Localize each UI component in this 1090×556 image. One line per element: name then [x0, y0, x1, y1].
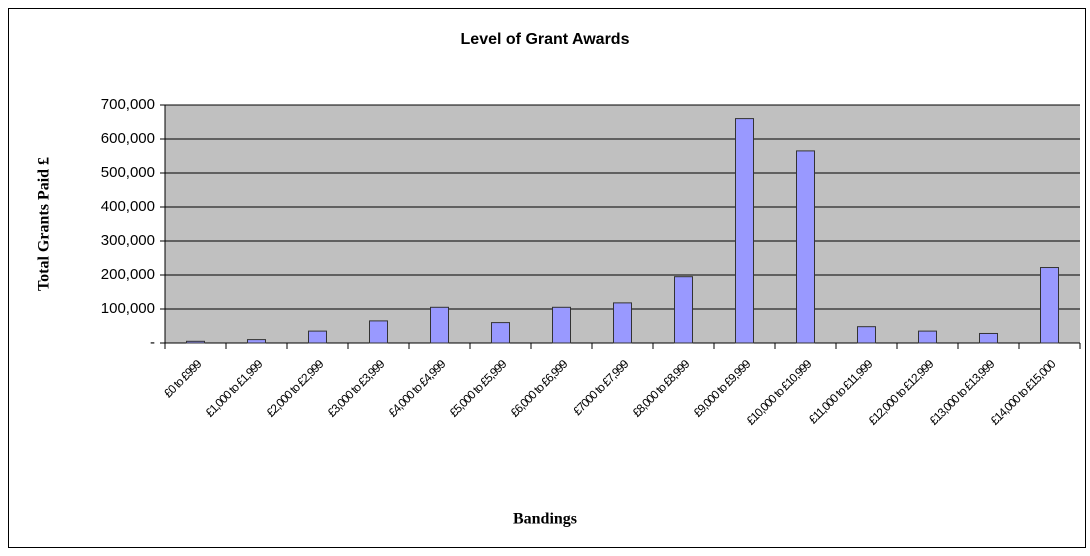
bar — [1040, 267, 1059, 344]
bar — [369, 320, 388, 344]
chart-title: Level of Grant Awards — [461, 31, 630, 48]
bar — [552, 306, 571, 344]
bar — [979, 332, 998, 344]
bar — [247, 339, 266, 344]
bar — [613, 302, 632, 344]
bar — [430, 306, 449, 344]
y-axis-label: Total Grants Paid £ — [36, 157, 53, 291]
bar — [674, 276, 693, 344]
bar — [857, 326, 876, 344]
y-tick-label: 500,000 — [101, 164, 155, 181]
bar — [186, 340, 205, 344]
y-tick-label: 100,000 — [101, 300, 155, 317]
y-tick-label: 700,000 — [101, 96, 155, 113]
y-tick-label: 300,000 — [101, 232, 155, 249]
bar — [491, 322, 510, 344]
bar — [918, 330, 937, 344]
y-tick-label: 400,000 — [101, 198, 155, 215]
bar — [796, 150, 815, 344]
y-tick-label: 600,000 — [101, 130, 155, 147]
y-tick-label: 200,000 — [101, 266, 155, 283]
y-tick-label: - — [150, 334, 155, 351]
bar — [735, 118, 754, 344]
x-axis-label: Bandings — [513, 511, 577, 528]
bar — [308, 330, 327, 344]
